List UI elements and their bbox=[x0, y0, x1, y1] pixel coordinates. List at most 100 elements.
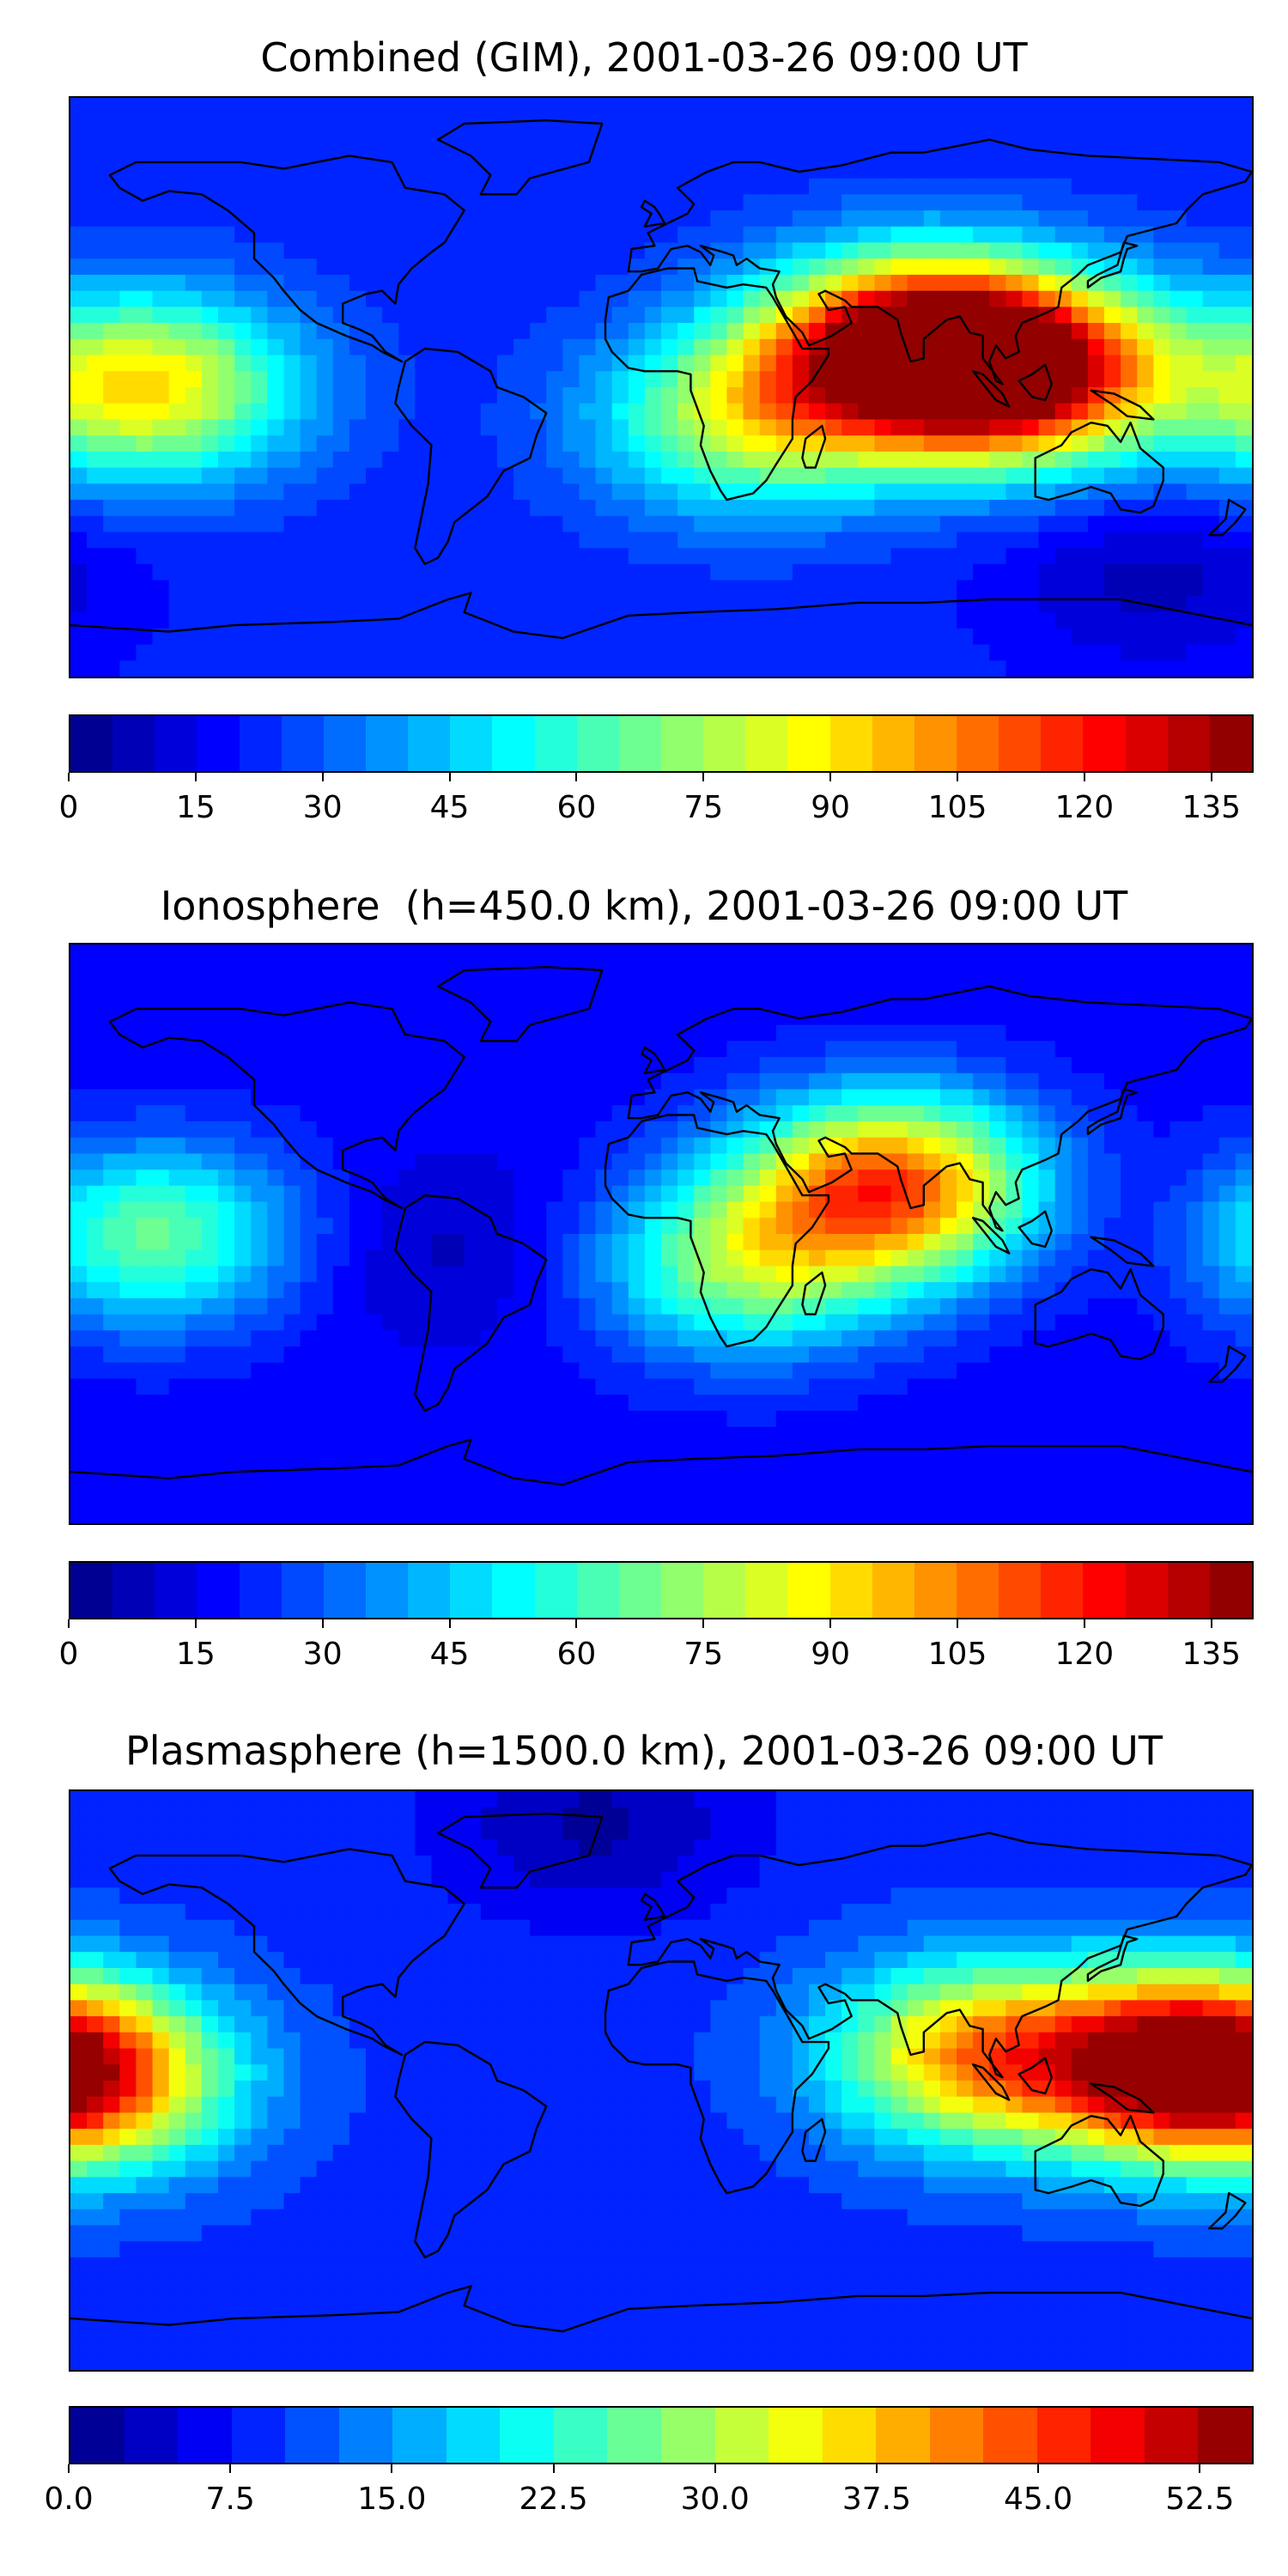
heat-cell bbox=[890, 1201, 908, 1218]
heat-cell bbox=[939, 387, 957, 404]
heat-cell bbox=[513, 500, 531, 517]
heat-cell bbox=[611, 1378, 629, 1395]
heat-cell bbox=[710, 146, 728, 163]
heat-cell bbox=[644, 960, 662, 978]
heat-cell bbox=[234, 146, 252, 163]
heat-cell bbox=[1005, 1297, 1024, 1315]
heat-cell bbox=[907, 532, 925, 549]
heat-cell bbox=[464, 515, 482, 533]
heat-cell bbox=[300, 435, 318, 453]
heat-cell bbox=[546, 945, 563, 962]
heat-cell bbox=[201, 628, 219, 646]
heat-cell bbox=[103, 1057, 120, 1074]
heat-cell bbox=[694, 307, 711, 324]
heat-cell bbox=[907, 290, 925, 307]
heat-cell bbox=[1153, 290, 1171, 307]
heat-cell bbox=[447, 1426, 465, 1443]
heat-cell bbox=[989, 993, 1006, 1010]
heat-cell bbox=[496, 1282, 514, 1299]
heat-cell bbox=[103, 467, 120, 484]
heat-cell bbox=[1186, 1057, 1204, 1074]
heat-cell bbox=[923, 146, 941, 163]
heat-cell bbox=[579, 1459, 597, 1476]
heat-cell bbox=[825, 226, 842, 244]
heat-cell bbox=[251, 1362, 268, 1380]
heat-cell bbox=[366, 660, 383, 677]
heat-cell bbox=[251, 338, 268, 356]
heat-cell bbox=[775, 387, 793, 404]
heat-cell bbox=[398, 1346, 416, 1364]
heat-cell bbox=[644, 612, 662, 629]
heat-cell bbox=[136, 1218, 154, 1235]
heat-cell bbox=[973, 1249, 990, 1267]
heat-cell bbox=[382, 1201, 399, 1218]
heat-cell bbox=[398, 1008, 416, 1026]
heat-cell bbox=[957, 1072, 974, 1091]
heat-cell bbox=[579, 1041, 597, 1058]
heat-cell bbox=[1235, 210, 1252, 228]
heat-cell bbox=[234, 1218, 252, 1235]
heat-cell bbox=[989, 1089, 1006, 1106]
heat-cell bbox=[415, 548, 433, 565]
heat-cell bbox=[530, 1072, 547, 1091]
heat-cell bbox=[939, 1362, 957, 1380]
heat-cell bbox=[1170, 1008, 1188, 1026]
heat-cell bbox=[1137, 660, 1154, 677]
heat-cell bbox=[415, 1249, 433, 1267]
heat-cell bbox=[1054, 467, 1072, 484]
heat-cell bbox=[743, 628, 761, 646]
heat-cell bbox=[694, 1137, 711, 1154]
heat-cell bbox=[136, 1297, 154, 1315]
heat-cell bbox=[973, 355, 990, 372]
heat-cell bbox=[398, 1121, 416, 1139]
heat-cell bbox=[496, 258, 514, 276]
heat-cell bbox=[185, 660, 203, 677]
heat-cell bbox=[447, 290, 465, 307]
heat-cell bbox=[398, 1297, 416, 1315]
heat-cell bbox=[513, 1170, 531, 1187]
heat-cell bbox=[1038, 258, 1056, 276]
heat-cell bbox=[743, 1410, 761, 1428]
heat-cell bbox=[1121, 371, 1138, 388]
heat-cell bbox=[743, 419, 761, 436]
heat-cell bbox=[431, 993, 449, 1010]
heat-cell bbox=[595, 1426, 613, 1443]
heat-cell bbox=[1186, 1105, 1204, 1122]
heat-cell bbox=[382, 307, 399, 324]
heat-cell bbox=[562, 628, 580, 646]
heat-cell bbox=[841, 644, 859, 661]
heat-cell bbox=[1104, 532, 1121, 549]
heat-cell bbox=[1054, 1201, 1072, 1218]
heat-cell bbox=[168, 500, 186, 517]
heat-cell bbox=[1218, 242, 1236, 259]
heat-cell bbox=[366, 596, 383, 613]
heat-cell bbox=[349, 644, 367, 661]
heat-cell bbox=[858, 628, 876, 646]
heat-cell bbox=[562, 612, 580, 629]
heat-cell bbox=[1153, 1249, 1171, 1267]
heat-cell bbox=[1153, 1153, 1171, 1170]
heat-cell bbox=[644, 1410, 662, 1428]
heat-cell bbox=[775, 467, 793, 484]
heat-cell bbox=[661, 1410, 678, 1428]
heat-cell bbox=[759, 323, 777, 340]
heat-cell bbox=[234, 1185, 252, 1203]
heat-cell bbox=[874, 483, 892, 501]
heat-cell bbox=[989, 178, 1006, 195]
heat-cell bbox=[234, 451, 252, 469]
heat-cell bbox=[546, 194, 563, 211]
heat-cell bbox=[1186, 945, 1204, 962]
heat-cell bbox=[1170, 993, 1188, 1010]
heat-cell bbox=[1137, 210, 1154, 228]
heat-cell bbox=[825, 1410, 842, 1428]
heat-cell bbox=[1038, 1041, 1056, 1058]
heat-cell bbox=[234, 98, 252, 115]
heat-cell bbox=[152, 113, 170, 131]
heat-cell bbox=[234, 1330, 252, 1347]
heat-cell bbox=[1071, 98, 1089, 115]
heat-cell bbox=[957, 1008, 974, 1026]
heat-cell bbox=[152, 1153, 170, 1170]
heat-cell bbox=[775, 532, 793, 549]
heat-cell bbox=[496, 178, 514, 195]
heat-cell bbox=[87, 612, 104, 629]
